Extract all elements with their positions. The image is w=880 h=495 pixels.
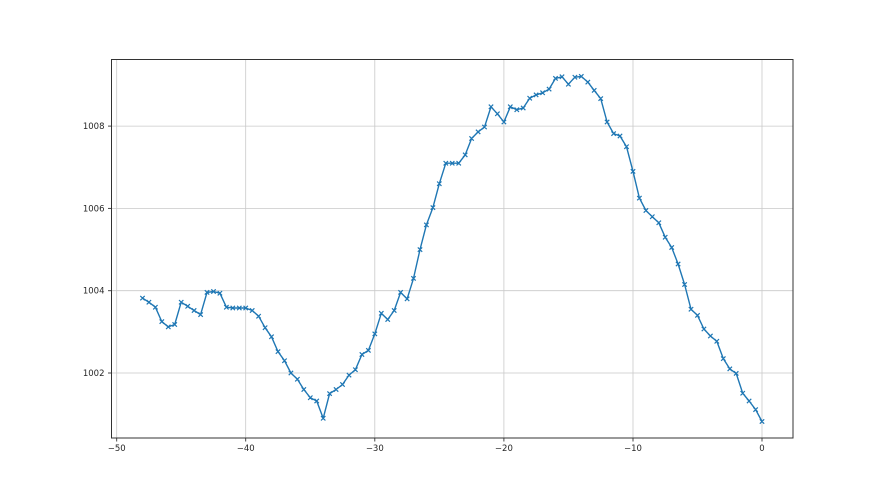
data-line bbox=[141, 75, 763, 423]
y-tick-label: 1002 bbox=[83, 369, 105, 379]
y-tick-label: 1008 bbox=[83, 122, 105, 132]
x-tick-label: −50 bbox=[108, 444, 126, 454]
plot-frame bbox=[111, 59, 794, 439]
x-tick-label: −30 bbox=[366, 444, 384, 454]
y-tick-label: 1004 bbox=[83, 287, 105, 297]
y-tick-label: 1006 bbox=[83, 204, 105, 214]
x-tick-label: −10 bbox=[624, 444, 642, 454]
x-tick-label: −20 bbox=[495, 444, 513, 454]
x-tick-label: 0 bbox=[759, 444, 764, 454]
x-tick-label: −40 bbox=[237, 444, 255, 454]
data-markers bbox=[139, 73, 765, 425]
